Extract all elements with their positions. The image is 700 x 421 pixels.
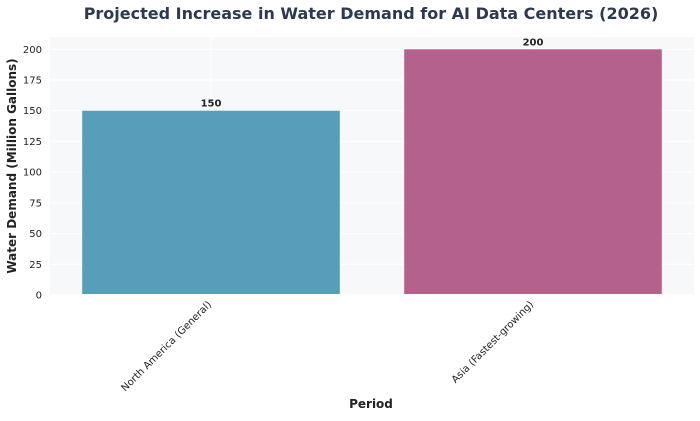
y-tick-label: 75 bbox=[29, 198, 42, 209]
bar-value-label: 150 bbox=[201, 99, 222, 110]
x-axis-ticks: North America (General) Asia (Fastest-gro… bbox=[120, 299, 537, 394]
x-axis-label: Period bbox=[349, 397, 393, 411]
y-tick-label: 100 bbox=[23, 168, 42, 179]
bar-2 bbox=[404, 49, 662, 295]
x-tick-label: Asia (Fastest-growing) bbox=[450, 299, 536, 385]
bar-value-label: 200 bbox=[523, 37, 544, 48]
y-tick-label: 125 bbox=[23, 137, 42, 148]
y-axis-ticks: 0 25 50 75 100 125 150 175 200 bbox=[23, 45, 42, 302]
y-tick-label: 150 bbox=[23, 106, 42, 117]
bar-1 bbox=[82, 110, 340, 294]
bars bbox=[82, 49, 662, 295]
y-axis-label: Water Demand (Million Gallons) bbox=[5, 58, 19, 273]
x-tick-label: North America (General) bbox=[120, 299, 215, 394]
chart-title: Projected Increase in Water Demand for A… bbox=[84, 4, 659, 23]
y-tick-label: 200 bbox=[23, 45, 42, 56]
y-tick-label: 25 bbox=[29, 260, 42, 271]
data-labels: 150 200 bbox=[201, 37, 544, 109]
y-tick-label: 0 bbox=[36, 291, 42, 302]
y-tick-label: 50 bbox=[29, 229, 42, 240]
y-tick-label: 175 bbox=[23, 76, 42, 87]
